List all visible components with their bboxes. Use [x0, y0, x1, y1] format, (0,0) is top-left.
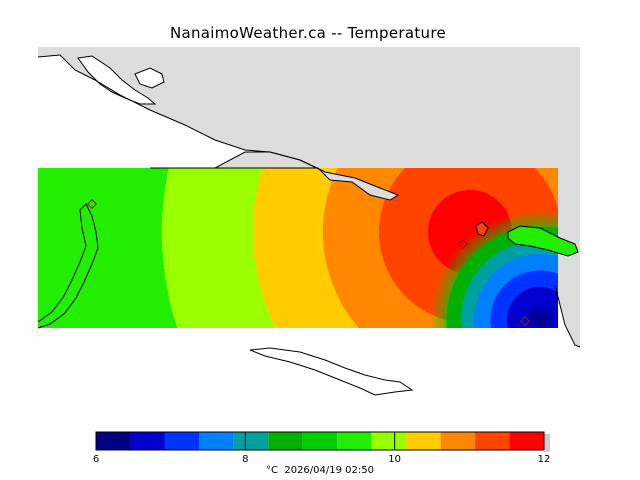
- colorbar-segment: [96, 432, 131, 450]
- colorbar-segment: [440, 432, 476, 450]
- small-island: [475, 221, 489, 237]
- colorbar-tick-label: 8: [242, 454, 249, 465]
- colorbar-tick-label: 12: [537, 454, 551, 465]
- colorbar-caption: °C 2026/04/19 02:50: [266, 465, 374, 476]
- vancouver-island-coast: [150, 151, 400, 201]
- station-marker: [87, 199, 97, 209]
- map-title: NanaimoWeather.ca -- Temperature: [169, 24, 447, 42]
- south-coast: [554, 284, 581, 348]
- gabriola-island: [507, 225, 579, 257]
- colorbar-segment: [475, 432, 510, 450]
- station-marker: [520, 316, 530, 326]
- mainland-coast: [37, 54, 326, 173]
- colorbar-segment: [199, 432, 234, 450]
- colorbar-tick-label: 10: [388, 454, 402, 465]
- colorbar-tick-label: 6: [92, 454, 100, 465]
- colorbar-segment: [268, 432, 303, 450]
- colorbar-segment: [371, 432, 407, 450]
- southern-island: [249, 347, 414, 396]
- colorbar-segment: [509, 432, 544, 450]
- colorbar-segment: [406, 432, 441, 450]
- colorbar-segment: [233, 432, 269, 450]
- colorbar-segment: [130, 432, 165, 450]
- lasqueti-island: [134, 67, 165, 89]
- texada-island: [77, 55, 157, 105]
- colorbar-shadow: [544, 434, 550, 452]
- temperature-field: [38, 168, 558, 328]
- alberni-inlet: [37, 203, 99, 329]
- station-marker: [458, 239, 468, 249]
- colorbar-segment: [164, 432, 200, 450]
- colorbar-segment: [302, 432, 338, 450]
- colorbar-segment: [337, 432, 372, 450]
- station-markers: [87, 199, 530, 326]
- colorbar: [95, 431, 550, 452]
